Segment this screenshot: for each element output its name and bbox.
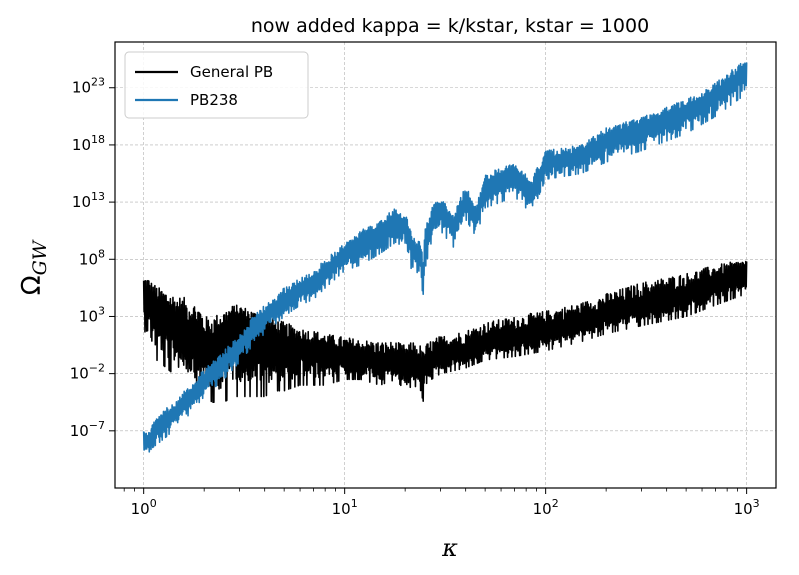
legend-label-general-pb: General PB (190, 63, 273, 81)
x-axis-label: κ (441, 534, 458, 562)
chart-title: now added kappa = k/kstar, kstar = 1000 (251, 15, 649, 37)
series-line-pb238 (142, 62, 748, 453)
y-axis-label-main: Ω (17, 275, 47, 295)
axis-ticks (109, 87, 748, 494)
legend-box (124, 51, 309, 119)
y-axis-label-sub: GW (29, 239, 51, 275)
legend-label-pb238: PB238 (190, 91, 238, 109)
plot-series (142, 62, 748, 453)
y-axis-label: ΩGW (17, 239, 51, 295)
plot-frame (114, 41, 777, 489)
legend: General PB PB238 (124, 51, 309, 119)
series-line-general-pb (142, 260, 748, 404)
